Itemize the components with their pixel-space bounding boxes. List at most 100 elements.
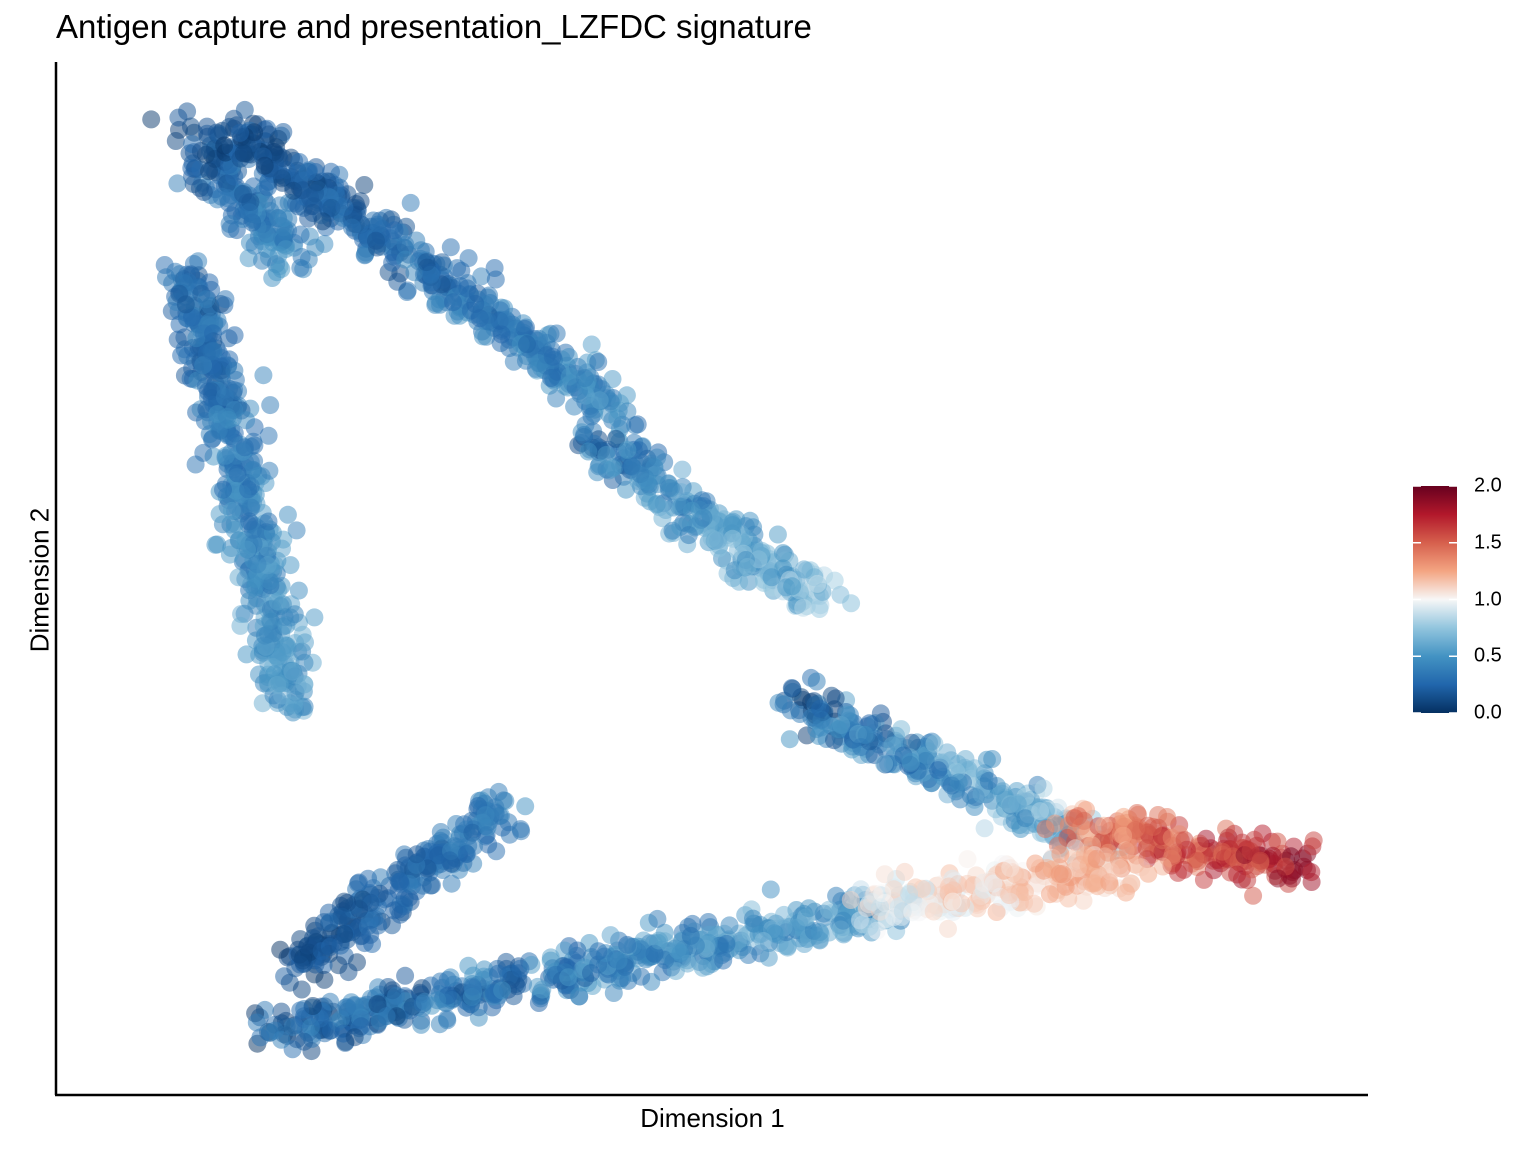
data-point bbox=[245, 123, 264, 142]
data-point bbox=[237, 645, 256, 664]
data-point bbox=[559, 968, 578, 987]
y-axis-label: Dimension 2 bbox=[24, 507, 55, 653]
data-point bbox=[799, 899, 818, 918]
data-point bbox=[142, 110, 161, 129]
data-point bbox=[975, 819, 994, 838]
data-point bbox=[794, 598, 813, 617]
data-point bbox=[543, 347, 562, 366]
data-point bbox=[1269, 869, 1287, 888]
data-point bbox=[783, 577, 802, 596]
data-point bbox=[321, 992, 340, 1011]
data-point bbox=[1016, 809, 1035, 828]
data-point bbox=[351, 192, 370, 211]
data-point bbox=[407, 231, 426, 250]
colorbar-tick-label: 1.0 bbox=[1474, 588, 1502, 610]
data-point bbox=[568, 941, 587, 960]
data-point bbox=[1051, 845, 1070, 864]
data-point bbox=[261, 571, 279, 590]
data-point bbox=[570, 987, 588, 1006]
data-point bbox=[951, 790, 970, 809]
scatter-points bbox=[142, 100, 1323, 1061]
data-point bbox=[827, 886, 846, 905]
data-point bbox=[215, 136, 234, 155]
data-point bbox=[278, 505, 297, 524]
data-point bbox=[412, 1015, 431, 1034]
data-point bbox=[287, 521, 306, 540]
data-point bbox=[631, 940, 650, 959]
data-point bbox=[810, 923, 829, 942]
data-point bbox=[673, 460, 692, 479]
data-point bbox=[555, 941, 574, 960]
data-point bbox=[1163, 845, 1182, 863]
data-point bbox=[762, 568, 781, 587]
data-point bbox=[782, 679, 801, 697]
data-point bbox=[268, 592, 287, 611]
data-point bbox=[618, 440, 637, 459]
data-point bbox=[361, 925, 380, 944]
data-point bbox=[220, 545, 239, 564]
data-point bbox=[350, 900, 369, 919]
data-point bbox=[463, 823, 482, 842]
data-point bbox=[295, 1032, 314, 1051]
data-point bbox=[206, 535, 225, 554]
data-point bbox=[943, 892, 962, 911]
data-point bbox=[512, 822, 531, 841]
data-point bbox=[322, 198, 341, 217]
data-point bbox=[597, 446, 616, 464]
data-point bbox=[628, 415, 647, 434]
data-point bbox=[303, 204, 322, 222]
data-point bbox=[191, 142, 210, 160]
data-point bbox=[291, 1001, 310, 1020]
data-point bbox=[387, 986, 405, 1005]
data-point bbox=[939, 919, 957, 938]
data-point bbox=[200, 162, 218, 181]
data-point bbox=[359, 869, 378, 888]
data-point bbox=[263, 269, 282, 287]
data-point bbox=[631, 465, 650, 484]
data-point bbox=[479, 312, 498, 331]
data-point bbox=[774, 544, 792, 563]
data-point bbox=[360, 911, 379, 930]
data-point bbox=[1228, 865, 1247, 884]
data-point bbox=[618, 935, 637, 954]
data-point bbox=[157, 268, 175, 287]
data-point bbox=[247, 1013, 266, 1032]
data-point bbox=[547, 389, 566, 408]
data-point bbox=[315, 913, 333, 932]
data-point bbox=[1244, 886, 1263, 905]
data-point bbox=[395, 889, 414, 908]
data-point bbox=[259, 426, 278, 445]
data-point bbox=[822, 686, 841, 705]
data-point bbox=[259, 625, 278, 644]
data-point bbox=[752, 541, 771, 560]
data-point bbox=[1001, 859, 1020, 878]
data-point bbox=[582, 335, 601, 354]
data-point bbox=[198, 117, 216, 136]
data-point bbox=[875, 865, 894, 884]
data-point bbox=[260, 461, 279, 480]
data-point bbox=[983, 750, 1002, 768]
data-point bbox=[761, 880, 780, 899]
data-point bbox=[281, 556, 300, 575]
data-point bbox=[656, 951, 675, 969]
data-point bbox=[212, 187, 231, 206]
data-point bbox=[739, 946, 758, 964]
data-point bbox=[221, 220, 240, 238]
data-point bbox=[422, 273, 441, 292]
data-point bbox=[1188, 852, 1207, 870]
data-point bbox=[516, 797, 535, 816]
data-point bbox=[391, 872, 410, 891]
data-point bbox=[1128, 804, 1147, 822]
data-point bbox=[575, 426, 594, 444]
data-point bbox=[547, 324, 566, 343]
data-point bbox=[345, 1028, 364, 1047]
data-point bbox=[306, 184, 325, 203]
data-point bbox=[497, 310, 516, 329]
data-point bbox=[842, 594, 861, 613]
data-point bbox=[559, 348, 578, 366]
data-point bbox=[442, 874, 461, 893]
data-point bbox=[198, 382, 217, 401]
data-point bbox=[291, 225, 310, 244]
data-point bbox=[518, 335, 536, 354]
data-point bbox=[902, 733, 921, 752]
